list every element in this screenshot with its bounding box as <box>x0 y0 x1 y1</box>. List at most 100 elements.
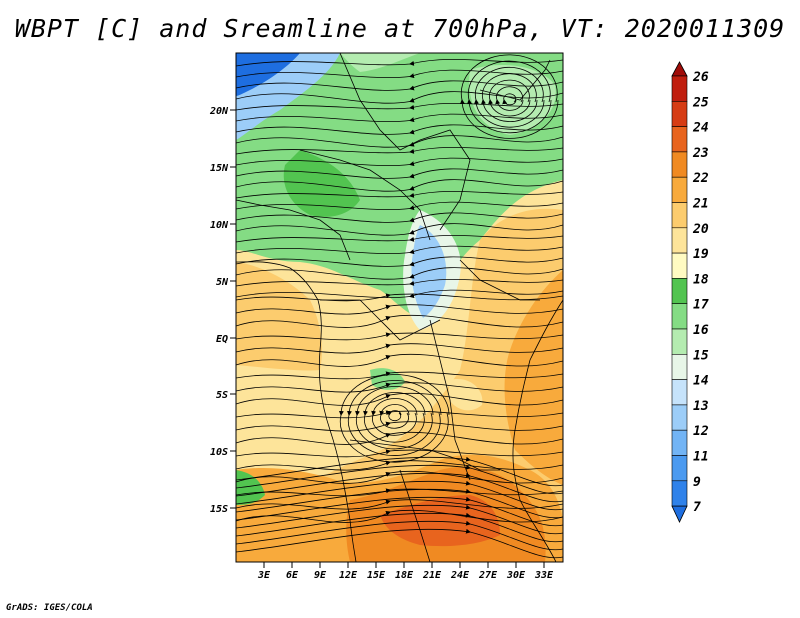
colorbar-label: 17 <box>693 298 709 313</box>
colorbar-swatch <box>671 126 688 153</box>
lon-tick-label: 27E <box>478 570 498 581</box>
streamline <box>236 382 563 393</box>
border-tanzania <box>429 319 471 481</box>
colorbar-swatch <box>671 455 688 482</box>
longitude-axis: 3E 6E 9E 12E 15E 18E 21E 24E 27E 30E 33E <box>257 562 554 581</box>
streamline <box>236 520 563 551</box>
streamline <box>236 488 563 519</box>
streamline <box>236 212 563 223</box>
colorbar-max-arrow <box>671 61 688 77</box>
streamline <box>236 472 563 503</box>
colorbar-label: 23 <box>692 146 709 161</box>
streamline <box>236 267 563 280</box>
streamline <box>236 289 563 299</box>
colorbar-min-arrow <box>671 505 688 524</box>
field-darkgreen-w <box>283 150 360 217</box>
colorbar-swatch <box>671 101 688 127</box>
colorbar-label: 11 <box>693 450 709 465</box>
streamline <box>236 314 563 328</box>
colorbar-label: 20 <box>692 222 709 237</box>
colorbar-label: 15 <box>693 348 709 363</box>
colorbar-swatch <box>671 429 688 456</box>
streamline <box>236 223 563 236</box>
colorbar-label: 16 <box>693 323 709 338</box>
colorbar-swatch <box>671 75 688 102</box>
streamline <box>236 480 563 511</box>
streamline <box>466 60 552 134</box>
streamline <box>495 86 524 111</box>
field-yellow-se <box>448 379 483 411</box>
colorbar-swatch <box>671 379 688 406</box>
field-green-north <box>236 53 563 320</box>
streamline <box>236 102 563 111</box>
streamline <box>236 80 563 91</box>
lon-tick-label: 15E <box>367 570 386 581</box>
lon-tick-label: 6E <box>286 570 299 581</box>
streamline <box>236 509 563 523</box>
colorbar-swatch <box>671 328 688 355</box>
lat-tick-label: 20N <box>209 106 229 117</box>
colorbar-label: 14 <box>693 374 709 389</box>
streamline <box>236 113 563 123</box>
colorbar-swatch <box>671 278 688 304</box>
colorbar-swatch <box>671 176 688 203</box>
grads-credit: GrADS: IGES/COLA <box>6 603 93 613</box>
colorbar-label: 26 <box>692 70 709 85</box>
border-zambia <box>399 469 431 562</box>
streamline <box>474 66 545 128</box>
streamline <box>236 456 563 487</box>
colorbar-label: 18 <box>693 272 709 287</box>
border-chad <box>299 149 431 241</box>
streamline <box>236 343 563 354</box>
streamline <box>236 293 563 302</box>
streamline <box>236 157 563 167</box>
border-angola <box>349 439 500 471</box>
streamlines <box>236 54 563 559</box>
streamline <box>236 278 563 287</box>
colorbar-label: 21 <box>692 197 709 212</box>
lat-tick-label: 10S <box>210 447 228 458</box>
colorbar-swatch <box>671 151 688 178</box>
field-lightgreen-n <box>340 53 420 72</box>
streamline <box>236 201 563 211</box>
field-green-c <box>370 368 405 390</box>
coastlines-borders <box>236 53 563 562</box>
lat-tick-label: 5S <box>216 390 228 401</box>
colorbar-label: 13 <box>693 399 709 414</box>
lon-tick-label: 9E <box>314 570 327 581</box>
lat-tick-label: 15S <box>210 504 228 515</box>
colorbar-swatch <box>671 480 688 507</box>
lat-tick-label: EQ <box>216 334 228 345</box>
streamline <box>236 496 563 527</box>
streamline <box>236 371 563 380</box>
streamline <box>236 431 563 445</box>
lon-tick-label: 3E <box>257 570 271 581</box>
lon-tick-label: 24E <box>450 570 470 581</box>
colorbar-label: 19 <box>693 247 709 262</box>
streamline <box>236 234 563 243</box>
colorbar-label: 22 <box>692 171 709 186</box>
lat-tick-label: 10N <box>210 220 229 231</box>
streamline <box>371 398 418 436</box>
streamline <box>236 304 563 315</box>
lon-tick-label: 21E <box>422 570 442 581</box>
colorbar-label: 24 <box>692 121 709 136</box>
streamline <box>236 135 563 148</box>
streamline <box>236 464 563 495</box>
border-nigeria <box>236 199 351 261</box>
streamline <box>236 124 563 135</box>
colorbar-label: 7 <box>693 500 701 515</box>
lat-tick-label: 15N <box>210 163 229 174</box>
colorbar-swatch <box>671 353 688 380</box>
lon-tick-label: 33E <box>534 570 554 581</box>
streamline <box>363 392 426 443</box>
streamline <box>236 245 563 255</box>
streamline <box>481 73 538 122</box>
colorbar-swatch <box>671 404 688 431</box>
streamline <box>236 470 563 484</box>
streamline <box>236 190 563 199</box>
streamline <box>355 386 434 450</box>
streamline <box>236 528 563 559</box>
streamline <box>236 256 563 267</box>
